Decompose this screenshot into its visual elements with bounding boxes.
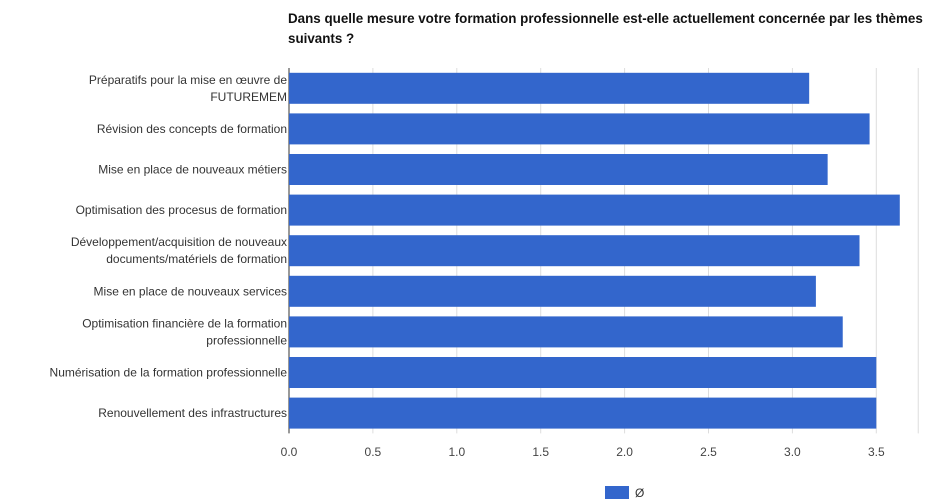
bar	[289, 397, 877, 429]
category-label: Mise en place de nouveaux métiers	[98, 163, 287, 177]
category-labels: Préparatifs pour la mise en œuvre de FUTU…	[50, 73, 288, 420]
category-label: Optimisation des procesus de formation	[76, 203, 287, 217]
category-label: Numérisation de la formation professionn…	[50, 366, 288, 380]
category-label: Préparatifs pour la mise en œuvre de FUTU…	[89, 73, 287, 104]
bars	[289, 72, 900, 429]
bar	[289, 235, 860, 267]
category-label: Développement/acquisition de nouveaux doc…	[71, 235, 287, 266]
x-tick-label: 1.0	[448, 445, 465, 459]
x-tick-label: 2.0	[616, 445, 633, 459]
legend: Ø	[605, 486, 644, 500]
bar	[289, 194, 900, 226]
bar	[289, 113, 870, 145]
bar	[289, 275, 816, 307]
category-label: Mise en place de nouveaux services	[94, 284, 287, 298]
bar	[289, 72, 810, 104]
bar	[289, 154, 828, 185]
x-tick-label: 1.5	[532, 445, 549, 459]
x-axis-ticks: 0.0 0.5 1.0 1.5 2.0 2.5 3.0 3.5	[281, 445, 885, 459]
x-tick-label: 3.5	[868, 445, 885, 459]
legend-label: Ø	[635, 486, 644, 500]
category-label: Renouvellement des infrastructures	[98, 406, 287, 420]
x-tick-label: 3.0	[784, 445, 801, 459]
x-tick-label: 2.5	[700, 445, 717, 459]
bar	[289, 316, 843, 348]
legend-swatch	[605, 486, 629, 499]
category-label: Optimisation financière de la formation p…	[82, 316, 287, 347]
bar	[289, 357, 877, 388]
category-label: Révision des concepts de formation	[97, 122, 287, 136]
x-tick-label: 0.0	[281, 445, 298, 459]
chart-title: Dans quelle mesure votre formation profe…	[288, 11, 923, 46]
x-tick-label: 0.5	[365, 445, 382, 459]
